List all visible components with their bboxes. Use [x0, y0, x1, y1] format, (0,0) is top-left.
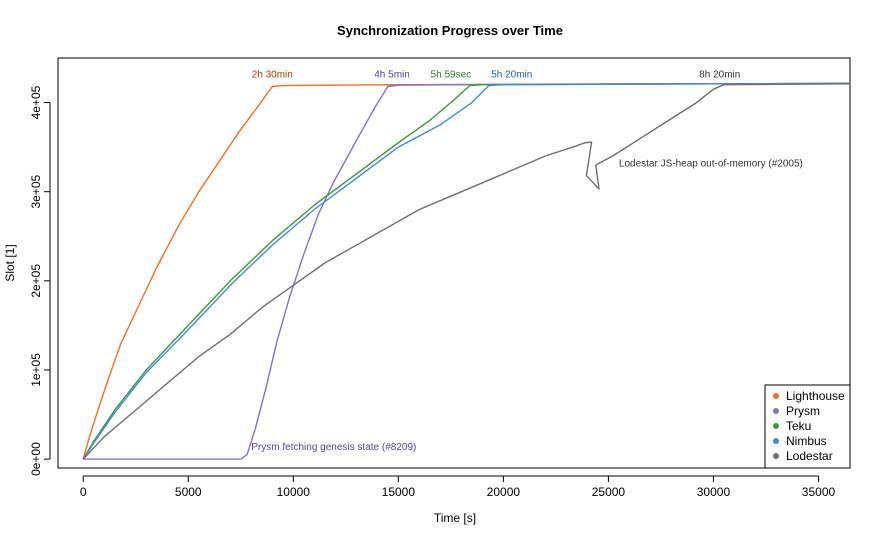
y-tick-label: 4e+05: [29, 85, 43, 119]
annotation-label: 4h 5min: [374, 70, 410, 81]
legend-label: Prysm: [786, 404, 820, 418]
legend-marker: [773, 453, 779, 459]
annotation-label: 5h 59sec: [431, 70, 472, 81]
legend-marker: [773, 438, 779, 444]
x-tick-label: 25000: [592, 485, 626, 499]
series-line-nimbus: [82, 82, 851, 460]
annotations: 2h 30min 4h 5min 5h 59sec 5h 20min 8h 20min L…: [251, 70, 803, 454]
plot-area: [57, 57, 851, 469]
x-tick-label: 20000: [487, 485, 521, 499]
annotation-label: Lodestar JS-heap out-of-memory (#2005): [619, 159, 803, 170]
x-tick-label: 5000: [175, 485, 202, 499]
x-tick-label: 0: [80, 485, 87, 499]
legend-label: Nimbus: [786, 434, 827, 448]
legend-box: [764, 384, 851, 469]
x-axis: 0 5000 10000 15000 20000 25000 30000 35000: [80, 475, 836, 499]
annotation-label: 5h 20min: [491, 70, 532, 81]
y-tick-label: 3e+05: [29, 175, 43, 209]
legend-label: Lodestar: [786, 449, 833, 463]
x-axis-label: Time [s]: [434, 511, 476, 525]
series-line-teku: [82, 82, 851, 460]
series-layer: [82, 82, 851, 460]
legend-marker: [773, 408, 779, 414]
series-line-lodestar: [82, 83, 851, 460]
x-tick-label: 15000: [382, 485, 416, 499]
legend-label: Lighthouse: [786, 389, 845, 403]
annotation-label: 2h 30min: [252, 70, 293, 81]
annotation-label: Prysm fetching genesis state (#8209): [251, 442, 416, 453]
legend-marker: [773, 423, 779, 429]
y-tick-label: 1e+05: [29, 353, 43, 387]
legend-marker: [773, 393, 779, 399]
y-tick-label: 2e+05: [29, 264, 43, 298]
x-tick-label: 30000: [697, 485, 731, 499]
annotation-label: 8h 20min: [699, 70, 740, 81]
series-line-lighthouse: [82, 82, 851, 460]
y-axis-label: Slot [1]: [3, 244, 17, 281]
x-tick-label: 10000: [277, 485, 311, 499]
series-line-prysm: [83, 82, 851, 460]
x-tick-label: 35000: [802, 485, 836, 499]
chart-title: Synchronization Progress over Time: [337, 23, 563, 38]
y-tick-label: 0e+00: [29, 442, 43, 476]
y-axis: 0e+00 1e+05 2e+05 3e+05 4e+05: [29, 85, 51, 476]
legend-label: Teku: [786, 419, 811, 433]
